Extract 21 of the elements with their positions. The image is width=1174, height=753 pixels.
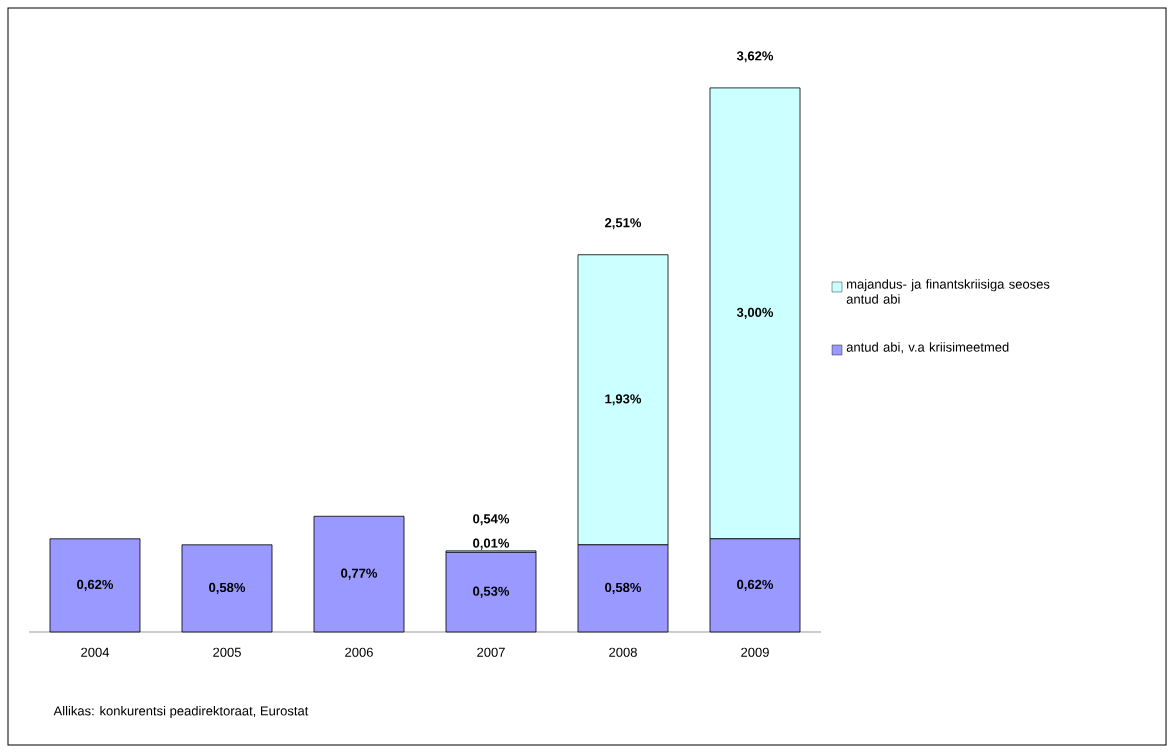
data-label: 0,58% [605,582,642,594]
x-tick-label: 2008 [609,647,637,657]
data-label: 0,53% [473,586,510,598]
x-tick-label: 2004 [81,647,110,657]
total-label: 2,51% [605,218,642,230]
data-label: 0,62% [77,579,114,591]
text: Allikas: konkurentsi peadirektoraat, Eurostat [53,705,309,719]
data-label: 0,01% [473,538,510,550]
x-tick-label: 2009 [741,647,769,657]
x-tick-label: 2005 [213,647,241,657]
x-tick-label: 2007 [477,647,505,657]
data-label: 0,62% [737,579,774,591]
data-label: 0,58% [209,582,246,594]
total-label: 3,62% [736,51,774,63]
legend-label: majandus- ja finantskriisiga seoses antud abi [846,279,1050,304]
total-label: 0,54% [473,514,510,526]
x-tick-label: 2006 [345,647,373,657]
data-label: 3,00% [736,307,774,319]
data-label: 0,77% [341,568,378,580]
legend-label: antud abi, v.a kriisimeetmed [846,342,1009,354]
data-label: 1,93% [605,394,642,406]
